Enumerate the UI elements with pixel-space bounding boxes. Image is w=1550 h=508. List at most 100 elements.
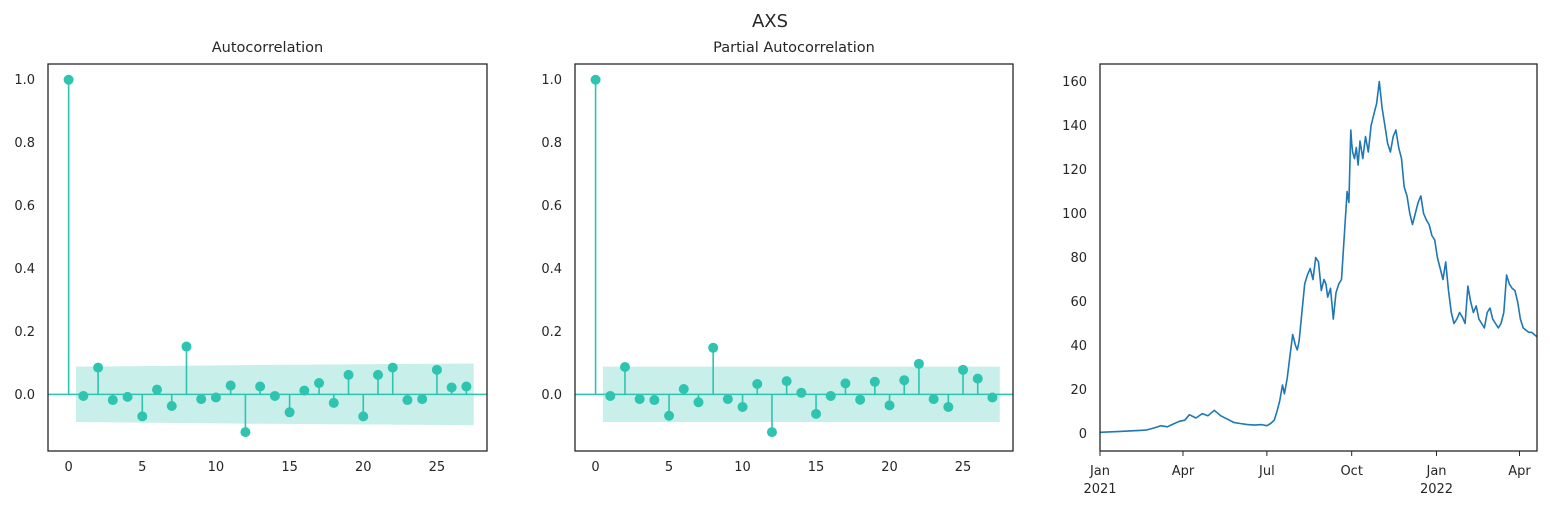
y-tick-label: 80 (1070, 251, 1087, 266)
partial-autocorrelation-panel: Partial Autocorrelation 0 5 10 15 20 25 0.0 0.2 0… (541, 40, 1014, 475)
marker-lag-3 (107, 395, 118, 406)
marker-lag-24 (943, 401, 954, 412)
marker-lag-24 (417, 394, 428, 405)
marker-lag-19 (343, 369, 354, 380)
marker-lag-21 (899, 375, 910, 386)
x-tick-label: Jan (1425, 464, 1446, 479)
y-tick-label: 0.0 (14, 388, 35, 403)
y-tick-label: 0.2 (14, 325, 35, 340)
marker-lag-2 (619, 361, 630, 372)
axes-frame (574, 63, 1014, 452)
x-tick-year-label: 2021 (1083, 482, 1116, 497)
panel-title: Autocorrelation (212, 40, 323, 56)
y-tick-label: 60 (1070, 295, 1087, 310)
marker-lag-1 (605, 390, 616, 401)
marker-lag-12 (240, 427, 251, 438)
y-tick-label: 0.4 (541, 262, 562, 277)
marker-lag-0 (590, 74, 601, 85)
axes-frame (1099, 63, 1538, 452)
autocorrelation-panel: Autocorrelation 0 5 10 15 20 25 0.0 0.2 0.4 0.6 0.8… (14, 40, 488, 475)
y-tick-label: 0.8 (14, 136, 35, 151)
y-tick-label: 0.8 (541, 136, 562, 151)
marker-lag-27 (987, 392, 998, 403)
marker-lag-3 (634, 394, 645, 405)
marker-lag-8 (708, 342, 719, 353)
x-tick-label: 15 (281, 460, 298, 475)
y-tick-label: 0.6 (14, 199, 35, 214)
y-tick-label: 160 (1062, 75, 1087, 90)
x-tick-label: Jul (1258, 464, 1275, 479)
marker-lag-7 (693, 397, 704, 408)
x-tick-label: 25 (429, 460, 446, 475)
y-tick-label: 0.0 (541, 388, 562, 403)
y-tick-label: 1.0 (14, 73, 35, 88)
marker-lag-21 (372, 369, 383, 380)
marker-lag-27 (461, 381, 472, 392)
marker-lag-13 (255, 381, 266, 392)
marker-lag-18 (328, 397, 339, 408)
marker-lag-8 (181, 341, 192, 352)
x-tick-label: 15 (808, 460, 825, 475)
marker-lag-1 (78, 390, 89, 401)
marker-lag-7 (166, 401, 177, 412)
panel-title: Partial Autocorrelation (713, 40, 875, 56)
marker-lag-10 (210, 392, 221, 403)
y-tick-label: 1.0 (541, 73, 562, 88)
x-tick-label: 0 (64, 460, 72, 475)
marker-lag-15 (811, 408, 822, 419)
x-tick-label: 25 (955, 460, 972, 475)
marker-lag-2 (93, 362, 104, 373)
marker-lag-6 (678, 384, 689, 395)
marker-lag-23 (928, 394, 939, 405)
y-tick-label: 140 (1062, 119, 1087, 134)
marker-lag-14 (269, 390, 280, 401)
marker-lag-11 (225, 380, 236, 391)
marker-lag-12 (766, 427, 777, 438)
y-tick-label: 20 (1070, 383, 1087, 398)
x-tick-label: 0 (591, 460, 599, 475)
x-tick-label: Jan (1089, 464, 1110, 479)
marker-lag-17 (314, 378, 325, 389)
y-tick-label: 0.2 (541, 325, 562, 340)
x-tick-label: 20 (355, 460, 372, 475)
marker-lag-5 (664, 410, 675, 421)
marker-lag-26 (972, 373, 983, 384)
x-tick-label: 5 (138, 460, 146, 475)
x-tick-year-label: 2022 (1420, 482, 1453, 497)
marker-lag-6 (152, 384, 163, 395)
marker-lag-16 (825, 390, 836, 401)
x-tick-label: Apr (1172, 464, 1195, 479)
y-tick-label: 120 (1062, 163, 1087, 178)
price-series-line (1099, 80, 1538, 434)
marker-lag-20 (884, 400, 895, 411)
marker-lag-20 (358, 411, 369, 422)
marker-lag-11 (752, 378, 763, 389)
y-tick-label: 40 (1070, 339, 1087, 354)
y-tick-label: 100 (1062, 207, 1087, 222)
axes-frame (47, 63, 488, 452)
x-tick-label: Apr (1508, 464, 1531, 479)
marker-lag-0 (63, 74, 74, 85)
marker-lag-9 (196, 394, 207, 405)
marker-lag-22 (913, 358, 924, 369)
marker-lag-25 (958, 364, 969, 375)
marker-lag-9 (722, 394, 733, 405)
x-tick-label: 5 (665, 460, 673, 475)
x-tick-label: 10 (734, 460, 751, 475)
y-tick-label: 0.4 (14, 262, 35, 277)
x-tick-label: 20 (881, 460, 898, 475)
marker-lag-23 (402, 395, 413, 406)
x-tick-label: 10 (208, 460, 225, 475)
marker-lag-18 (855, 394, 866, 405)
y-tick-label: 0 (1079, 427, 1087, 442)
y-tick-label: 0.6 (541, 199, 562, 214)
marker-lag-22 (387, 362, 398, 373)
x-tick-label: Oct (1340, 464, 1362, 479)
marker-lag-15 (284, 407, 295, 418)
marker-lag-10 (737, 401, 748, 412)
marker-lag-4 (649, 395, 660, 406)
marker-lag-13 (781, 376, 792, 387)
marker-lag-25 (431, 364, 442, 375)
marker-lag-19 (869, 376, 880, 387)
